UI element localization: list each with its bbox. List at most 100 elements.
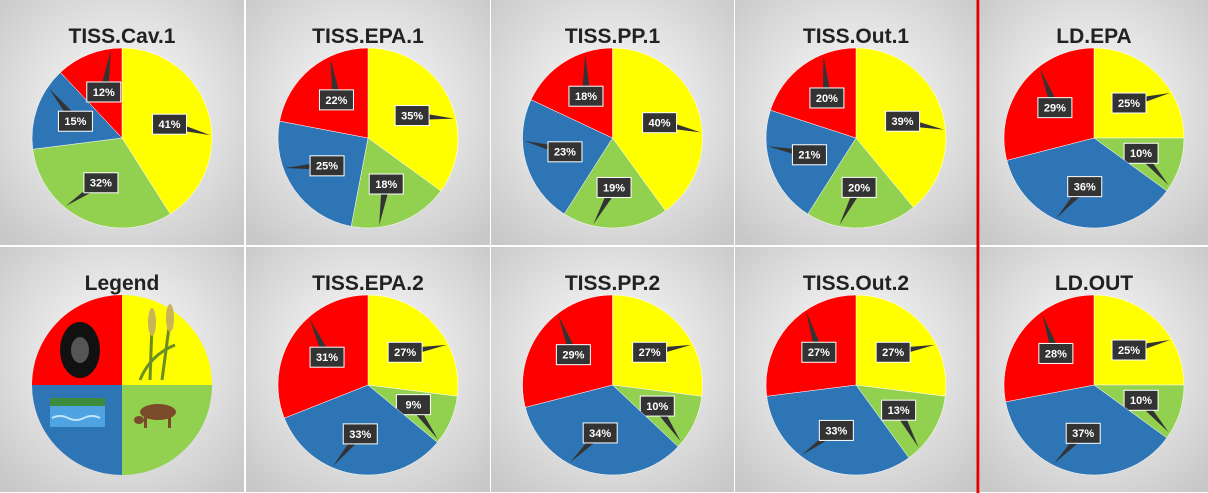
- chart-title: TISS.Cav.1: [69, 25, 176, 48]
- data-label: 27%: [808, 347, 830, 359]
- data-label: 41%: [159, 119, 181, 131]
- chart-title: LD.EPA: [1056, 25, 1131, 48]
- label-box: [885, 110, 921, 132]
- chart-title: TISS.EPA.1: [312, 25, 424, 48]
- data-label: 40%: [649, 118, 671, 130]
- pie-chart: LD.OUT 25% 10% 37% 28%: [1003, 272, 1185, 476]
- chart-title: TISS.PP.2: [565, 272, 660, 295]
- data-label: 18%: [375, 179, 397, 191]
- label-box: [309, 155, 345, 177]
- data-label: 13%: [888, 405, 910, 417]
- label-box: [387, 341, 423, 363]
- data-label: 15%: [64, 116, 86, 128]
- label-box: [1037, 97, 1073, 119]
- label-box: [632, 341, 668, 363]
- label-box: [1065, 422, 1101, 444]
- data-label: 22%: [325, 95, 347, 107]
- water-icon: [50, 398, 105, 427]
- pie-chart: TISS.Cav.1 41% 32% 15% 12%: [31, 25, 213, 229]
- data-label: 27%: [394, 347, 416, 359]
- label-box: [57, 110, 93, 132]
- data-label: 29%: [562, 350, 584, 362]
- label-box: [86, 81, 122, 103]
- data-label: 33%: [825, 425, 847, 437]
- label-box: [1067, 176, 1103, 198]
- label-box: [582, 422, 618, 444]
- data-label: 9%: [405, 400, 421, 412]
- data-label: 39%: [892, 116, 914, 128]
- data-label: 27%: [882, 347, 904, 359]
- pie-slice: [855, 384, 946, 459]
- label-box: [881, 399, 917, 421]
- label-box: [394, 105, 430, 127]
- label-box: [342, 423, 378, 445]
- data-label: 33%: [349, 429, 371, 441]
- label-pointer: [524, 140, 567, 157]
- data-label: 25%: [1118, 98, 1140, 110]
- chart-title: TISS.EPA.2: [312, 272, 424, 295]
- label-box: [83, 172, 119, 194]
- label-box: [1111, 92, 1147, 114]
- data-label: 10%: [1130, 395, 1152, 407]
- data-label: 27%: [639, 347, 661, 359]
- label-box: [555, 344, 591, 366]
- label-box: [547, 141, 583, 163]
- data-label: 28%: [1045, 348, 1067, 360]
- pie-chart: TISS.PP.1 40% 19% 23% 18%: [522, 25, 703, 229]
- label-box: [818, 419, 854, 441]
- data-label: 36%: [1074, 182, 1096, 194]
- label-pointer: [168, 119, 211, 136]
- data-label: 34%: [589, 428, 611, 440]
- label-box: [152, 113, 188, 135]
- label-box: [841, 176, 877, 198]
- pie-chart: TISS.EPA.1 35% 18% 25% 22%: [277, 25, 459, 229]
- data-label: 20%: [816, 93, 838, 105]
- pie-chart: LD.EPA 25% 10% 36% 29%: [1003, 25, 1185, 229]
- label-box: [1123, 389, 1159, 411]
- data-label: 21%: [798, 150, 820, 162]
- chart-title: TISS.PP.1: [565, 25, 661, 48]
- label-box: [568, 85, 604, 107]
- legend-title: Legend: [85, 272, 160, 295]
- label-box: [809, 87, 845, 109]
- data-label: 29%: [1044, 103, 1066, 115]
- label-box: [1038, 342, 1074, 364]
- pie-chart: TISS.EPA.2 27% 9% 33% 31%: [277, 272, 459, 476]
- data-label: 19%: [603, 182, 625, 194]
- data-label: 31%: [316, 352, 338, 364]
- label-box: [596, 176, 632, 198]
- pie-chart: TISS.Out.1 39% 20% 21% 20%: [765, 25, 947, 229]
- label-box: [791, 144, 827, 166]
- label-box: [875, 341, 911, 363]
- chart-title: TISS.Out.1: [803, 25, 910, 48]
- label-pointer: [593, 187, 620, 225]
- label-box: [1123, 142, 1159, 164]
- chart-title: TISS.Out.2: [803, 272, 909, 295]
- label-box: [309, 346, 345, 368]
- data-label: 20%: [848, 182, 870, 194]
- data-label: 12%: [93, 87, 115, 99]
- label-box: [318, 89, 354, 111]
- chart-title: LD.OUT: [1055, 272, 1133, 295]
- data-label: 23%: [554, 147, 576, 159]
- pie-chart: TISS.PP.2 27% 10% 34% 29%: [522, 272, 703, 476]
- label-box: [395, 394, 431, 416]
- wheat-icon: [138, 304, 176, 381]
- label-box: [639, 395, 675, 417]
- label-box: [642, 112, 678, 134]
- tire-icon: [60, 322, 100, 378]
- data-label: 25%: [316, 161, 338, 173]
- data-label: 32%: [90, 178, 112, 190]
- cow-icon: [134, 404, 176, 428]
- pie-chart: TISS.Out.2 27% 13% 33% 27%: [765, 272, 947, 476]
- label-box: [1111, 339, 1147, 361]
- data-label: 10%: [646, 401, 668, 413]
- data-label: 37%: [1072, 428, 1094, 440]
- data-label: 25%: [1118, 345, 1140, 357]
- data-label: 18%: [575, 91, 597, 103]
- label-box: [801, 341, 837, 363]
- data-label: 10%: [1130, 148, 1152, 160]
- data-label: 35%: [401, 110, 423, 122]
- label-box: [368, 173, 404, 195]
